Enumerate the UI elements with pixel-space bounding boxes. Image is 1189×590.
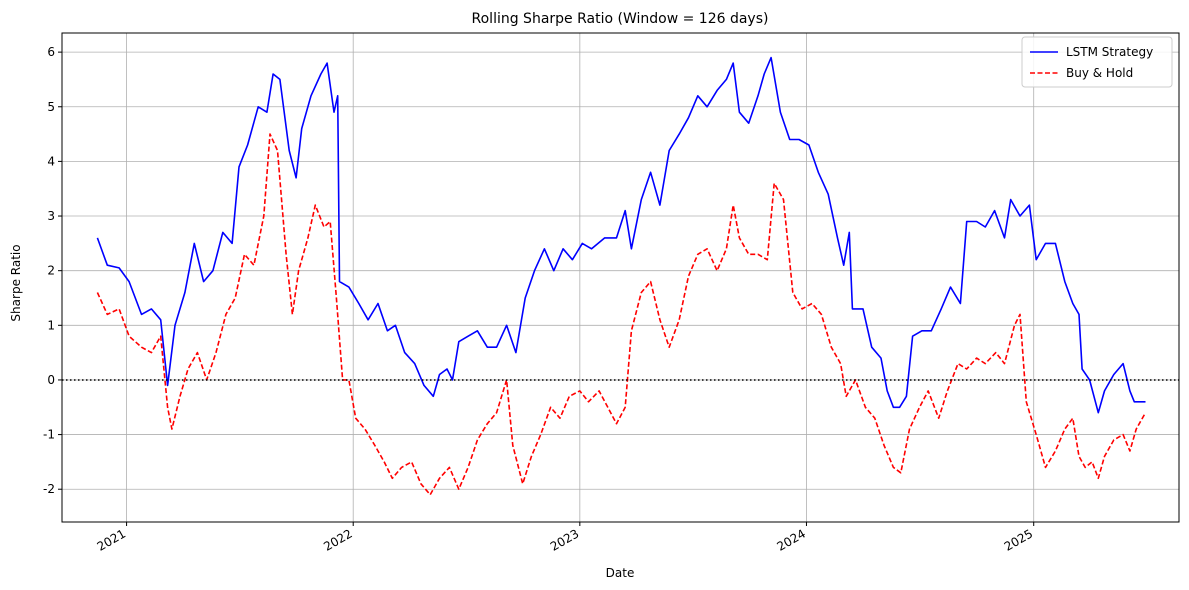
legend-box bbox=[1021, 36, 1173, 88]
y-tick-label: -2 bbox=[43, 482, 55, 496]
y-tick-label: 2 bbox=[47, 264, 55, 278]
x-axis-label: Date bbox=[606, 566, 635, 580]
y-tick-label: 3 bbox=[47, 209, 55, 223]
grid-lines bbox=[62, 33, 1179, 522]
legend: LSTM Strategy Buy & Hold bbox=[1021, 36, 1173, 88]
plot-frame bbox=[61, 32, 1180, 523]
y-tick-label: 0 bbox=[47, 373, 55, 387]
series-layer bbox=[96, 56, 1147, 496]
chart-title: Rolling Sharpe Ratio (Window = 126 days) bbox=[472, 11, 769, 27]
y-tick-label: -1 bbox=[43, 428, 55, 442]
legend-label-buyhold: Buy & Hold bbox=[1066, 66, 1133, 80]
y-axis-label: Sharpe Ratio bbox=[9, 244, 23, 321]
y-tick-label: 4 bbox=[47, 154, 55, 168]
y-tick-label: 5 bbox=[47, 100, 55, 114]
legend-label-lstm: LSTM Strategy bbox=[1066, 45, 1153, 59]
series-line-buy-and-hold bbox=[96, 133, 1147, 496]
series-line-lstm-strategy bbox=[96, 56, 1146, 414]
y-tick-label: 6 bbox=[47, 45, 55, 59]
y-axis-ticks: -2 -1 0 1 2 3 4 5 6 bbox=[43, 45, 62, 496]
y-tick-label: 1 bbox=[47, 318, 55, 332]
